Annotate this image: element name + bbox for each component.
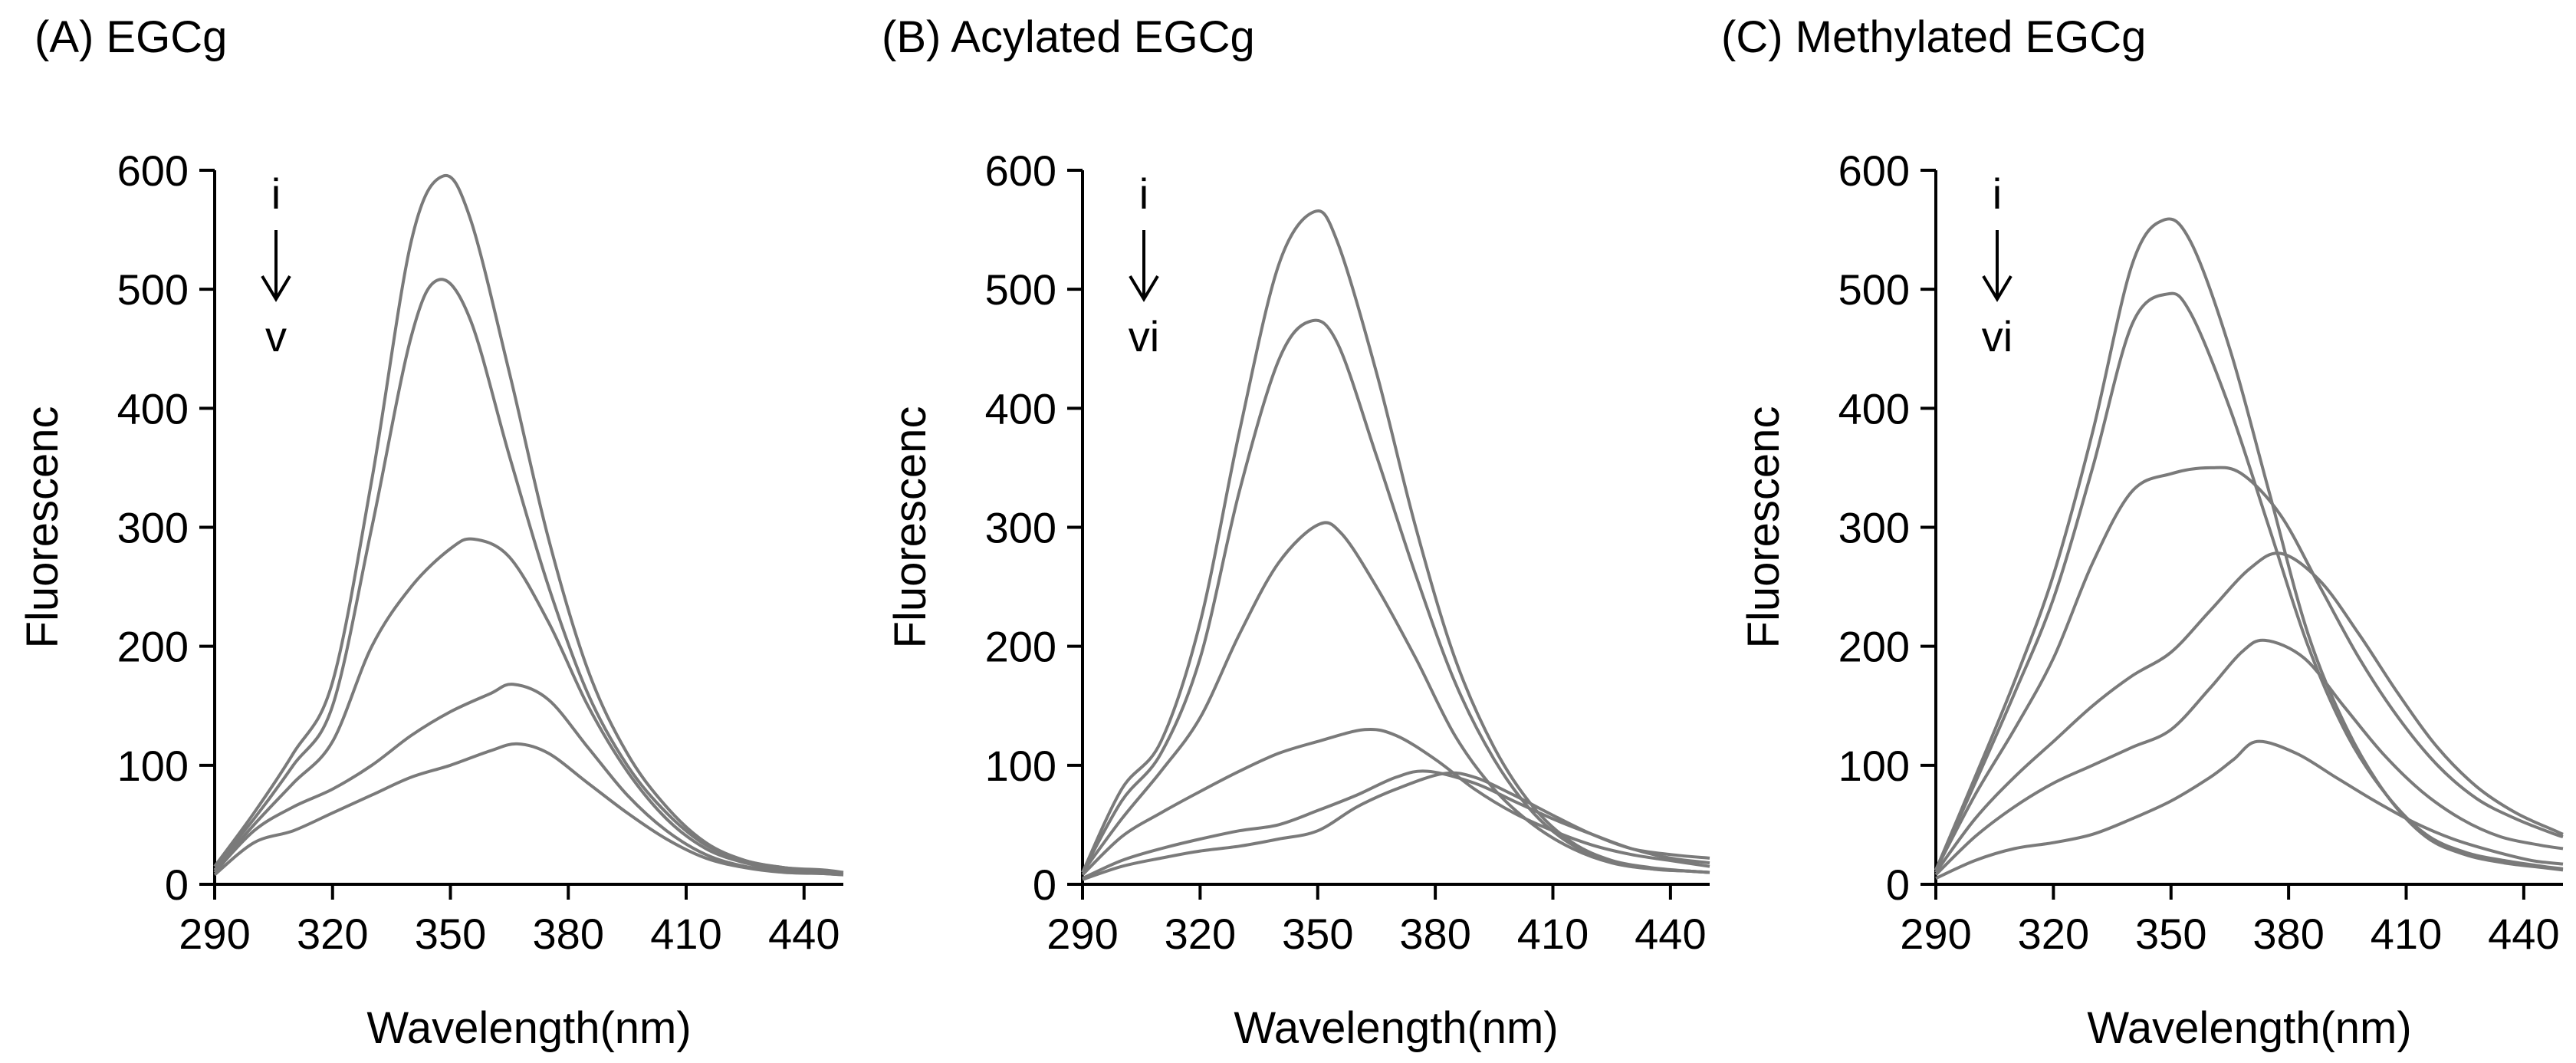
- y-tick-label: 200: [1838, 623, 1910, 671]
- x-tick-label: 410: [650, 910, 721, 958]
- series-line-i: [1081, 209, 1710, 874]
- annotation-start-label: i: [271, 169, 281, 218]
- series-line-iv: [213, 683, 844, 877]
- x-tick-label: 350: [2135, 910, 2206, 958]
- x-tick-label: 440: [768, 910, 840, 958]
- panel-title: (C) Methylated EGCg: [1721, 12, 2146, 62]
- y-tick-label: 100: [985, 742, 1056, 790]
- x-tick-label: 380: [533, 910, 604, 958]
- x-axis-label: Wavelength(nm): [2087, 1003, 2411, 1053]
- series-line-iii: [1934, 466, 2564, 871]
- series-line-v: [1934, 638, 2564, 877]
- series-line-ii: [1934, 291, 2564, 871]
- series-line-iii: [1081, 521, 1710, 874]
- x-tick-label: 320: [297, 910, 368, 958]
- annotation-end-label: vi: [1129, 312, 1159, 360]
- panel-title: (A) EGCg: [34, 12, 227, 62]
- y-tick-label: 400: [985, 384, 1056, 433]
- series-line-v: [213, 742, 844, 877]
- y-tick-label: 200: [117, 623, 189, 671]
- y-tick-label: 400: [1838, 384, 1910, 433]
- series-line-vi: [1935, 739, 2564, 880]
- series-line-i: [213, 173, 844, 874]
- panel-title: (B) Acylated EGCg: [882, 12, 1255, 62]
- x-tick-label: 410: [1517, 910, 1589, 958]
- series-line-vi: [1082, 771, 1710, 881]
- chart-panel-1: (A) EGCg 0 100 200 300 400 500 600 290 320 350 380 4…: [18, 12, 844, 1053]
- annotation-end-label: v: [265, 312, 287, 360]
- y-tick-label: 500: [1838, 265, 1910, 314]
- y-tick-label: 500: [117, 265, 189, 314]
- series-line-iv: [1081, 727, 1710, 877]
- y-tick-label: 200: [985, 623, 1056, 671]
- x-tick-label: 290: [179, 910, 250, 958]
- x-tick-label: 440: [2488, 910, 2559, 958]
- x-tick-label: 320: [2018, 910, 2089, 958]
- y-tick-label: 300: [985, 504, 1056, 552]
- annotation-end-label: vi: [1982, 312, 2013, 360]
- y-tick-label: 0: [165, 861, 189, 909]
- x-axis-label: Wavelength(nm): [366, 1003, 691, 1053]
- down-arrow-head-icon: [1129, 275, 1159, 302]
- x-tick-label: 350: [415, 910, 486, 958]
- y-tick-label: 500: [985, 265, 1056, 314]
- y-tick-label: 100: [117, 742, 189, 790]
- y-tick-label: 100: [1838, 742, 1910, 790]
- y-tick-label: 0: [1033, 861, 1056, 909]
- x-tick-label: 290: [1046, 910, 1118, 958]
- x-axis-label: Wavelength(nm): [1234, 1003, 1558, 1053]
- y-tick-label: 600: [1838, 146, 1910, 195]
- y-tick-label: 400: [117, 384, 189, 433]
- chart-panel-2: (B) Acylated EGCg 0 100 200 300 400 500 600 290 3…: [882, 12, 1710, 1053]
- y-tick-label: 300: [1838, 504, 1910, 552]
- series-line-ii: [213, 278, 844, 874]
- series-line-i: [1934, 217, 2564, 872]
- x-tick-label: 290: [1900, 910, 1971, 958]
- annotation-start-label: i: [1139, 169, 1148, 218]
- chart-panel-3: (C) Methylated EGCg 0 100 200 300 400 500 600 29…: [1721, 12, 2564, 1053]
- y-tick-label: 600: [985, 146, 1056, 195]
- series-line-iii: [213, 537, 844, 875]
- x-tick-label: 380: [2252, 910, 2324, 958]
- x-tick-label: 320: [1165, 910, 1236, 958]
- y-tick-label: 300: [117, 504, 189, 552]
- y-tick-label: 600: [117, 146, 189, 195]
- series-line-ii: [1081, 318, 1710, 874]
- down-arrow-head-icon: [1982, 275, 2013, 302]
- y-axis-label: Fluorescenc: [886, 406, 935, 649]
- y-tick-label: 0: [1886, 861, 1910, 909]
- x-tick-label: 350: [1282, 910, 1353, 958]
- x-tick-label: 380: [1399, 910, 1470, 958]
- x-tick-label: 410: [2371, 910, 2442, 958]
- y-axis-label: Fluorescenc: [1739, 406, 1789, 649]
- series-line-iv: [1934, 551, 2564, 874]
- x-tick-label: 440: [1635, 910, 1706, 958]
- y-axis-label: Fluorescenc: [18, 406, 67, 649]
- annotation-start-label: i: [1993, 169, 2002, 218]
- down-arrow-head-icon: [261, 275, 291, 302]
